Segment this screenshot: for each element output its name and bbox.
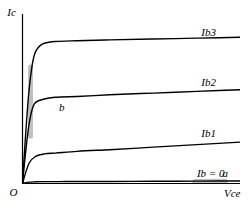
- svg-text:Ib1: Ib1: [200, 127, 216, 139]
- svg-text:Vce: Vce: [224, 187, 241, 199]
- svg-text:Ib = 0: Ib = 0: [196, 167, 225, 179]
- svg-text:a: a: [222, 167, 228, 179]
- svg-text:b: b: [59, 101, 65, 113]
- svg-text:Ic: Ic: [6, 6, 16, 18]
- svg-text:Ib2: Ib2: [200, 76, 216, 88]
- svg-text:Ib3: Ib3: [200, 26, 216, 38]
- svg-text:O: O: [10, 186, 18, 198]
